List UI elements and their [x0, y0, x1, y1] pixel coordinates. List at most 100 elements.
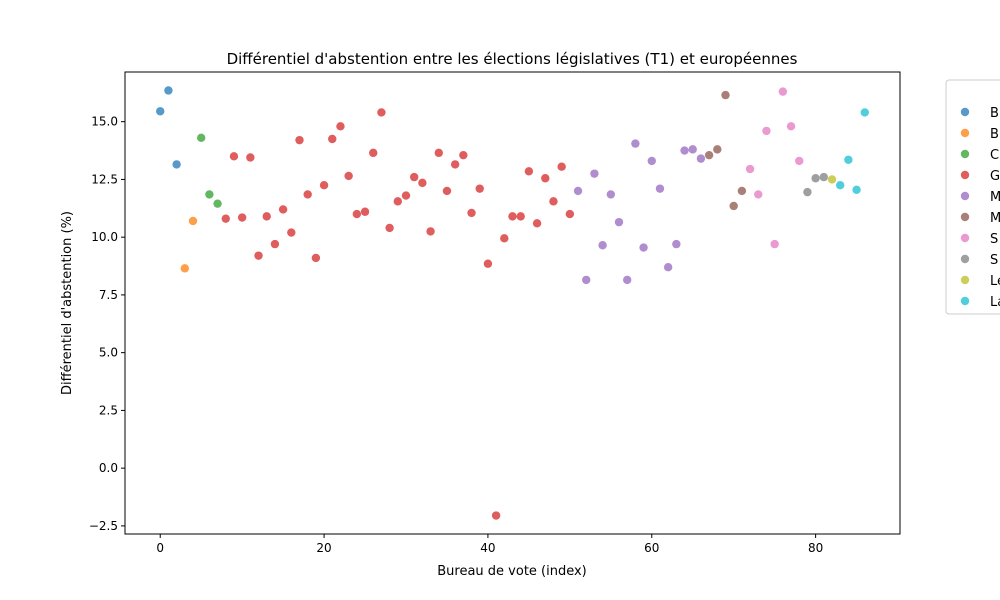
data-point	[418, 178, 427, 188]
legend-label: M	[990, 190, 1000, 205]
legend-frame	[945, 79, 1000, 315]
legend-marker	[960, 212, 970, 222]
data-point	[827, 175, 837, 184]
data-point	[262, 212, 271, 221]
legend-marker	[960, 233, 970, 243]
legend-label: G	[990, 169, 1000, 184]
y-tick-label: 12.5	[91, 172, 118, 186]
x-tick-label: 20	[316, 541, 331, 555]
data-point	[344, 171, 353, 181]
data-point	[557, 162, 566, 171]
data-point	[360, 207, 370, 216]
legend-marker	[960, 170, 970, 180]
series-5	[704, 90, 747, 211]
legend-marker	[960, 128, 970, 138]
data-point	[303, 190, 312, 199]
legend: BBCGMMSSLeLa	[945, 79, 1000, 315]
data-point	[237, 213, 247, 222]
data-point	[549, 197, 558, 206]
data-point	[508, 212, 517, 221]
series-3	[221, 108, 575, 520]
legend-marker	[960, 107, 970, 117]
series-6	[745, 87, 804, 249]
data-point	[737, 186, 747, 196]
data-point	[647, 156, 656, 166]
x-axis-label: Bureau de vote (index)	[437, 564, 587, 579]
data-point	[803, 187, 812, 197]
series-4	[573, 139, 706, 285]
data-point	[835, 180, 845, 190]
legend-marker	[960, 275, 970, 285]
data-point	[844, 155, 853, 164]
data-point	[582, 275, 591, 285]
data-point	[295, 135, 304, 145]
data-point	[606, 190, 616, 199]
data-point	[696, 154, 706, 163]
y-tick-label: 0.0	[99, 461, 118, 475]
data-point	[655, 184, 665, 193]
data-point	[795, 156, 804, 166]
data-point	[196, 133, 206, 143]
series-9	[835, 108, 869, 195]
legend-label: B	[990, 127, 999, 142]
data-point	[860, 108, 869, 117]
data-point	[270, 239, 280, 249]
plot-area	[156, 86, 869, 520]
data-point	[246, 153, 255, 162]
data-point	[770, 239, 779, 249]
data-point	[475, 184, 484, 193]
data-point	[483, 259, 493, 268]
data-point	[598, 241, 607, 250]
legend-marker	[960, 191, 970, 201]
data-point	[328, 134, 337, 144]
data-point	[409, 172, 419, 182]
data-point	[729, 201, 738, 211]
data-point	[852, 185, 861, 195]
data-point	[188, 216, 198, 226]
data-point	[319, 180, 329, 190]
chart-title: Différentiel d'abstention entre les élec…	[227, 50, 798, 68]
y-tick-label: 2.5	[99, 403, 118, 417]
legend-label: B	[990, 106, 999, 121]
data-point	[450, 160, 460, 169]
data-point	[377, 108, 386, 117]
data-point	[516, 212, 525, 221]
data-point	[721, 90, 730, 100]
legend-label: S	[990, 253, 998, 268]
legend-label: Le	[990, 274, 1000, 289]
data-point	[164, 86, 173, 95]
data-point	[311, 253, 321, 263]
data-point	[622, 275, 632, 285]
data-point	[180, 264, 190, 273]
data-point	[745, 164, 755, 174]
legend-label: S	[990, 232, 998, 247]
data-point	[688, 145, 697, 154]
data-point	[278, 205, 288, 214]
data-point	[762, 126, 771, 136]
data-point	[778, 87, 788, 96]
x-tick-label: 0	[156, 541, 164, 555]
data-point	[385, 223, 394, 233]
data-point	[221, 214, 230, 223]
data-point	[754, 190, 763, 199]
y-axis: −2.5 0.0 2.5 5.0 7.5 10.0 12.5 15.0	[89, 115, 125, 533]
legend-marker	[960, 296, 970, 306]
y-tick-label: 5.0	[99, 346, 118, 360]
series-0	[156, 86, 181, 169]
data-point	[614, 217, 624, 227]
series-2	[196, 133, 222, 208]
data-point	[680, 146, 689, 155]
data-point	[565, 209, 575, 219]
data-point	[811, 174, 820, 183]
data-point	[393, 197, 403, 206]
legend-marker	[960, 149, 970, 159]
data-point	[352, 209, 362, 219]
data-point	[541, 174, 550, 183]
data-point	[254, 251, 263, 260]
y-axis-label: Différentiel d'abstention (%)	[60, 211, 75, 395]
x-tick-label: 40	[480, 541, 495, 555]
data-point	[491, 511, 501, 520]
series-1	[180, 216, 198, 273]
data-point	[459, 150, 468, 160]
